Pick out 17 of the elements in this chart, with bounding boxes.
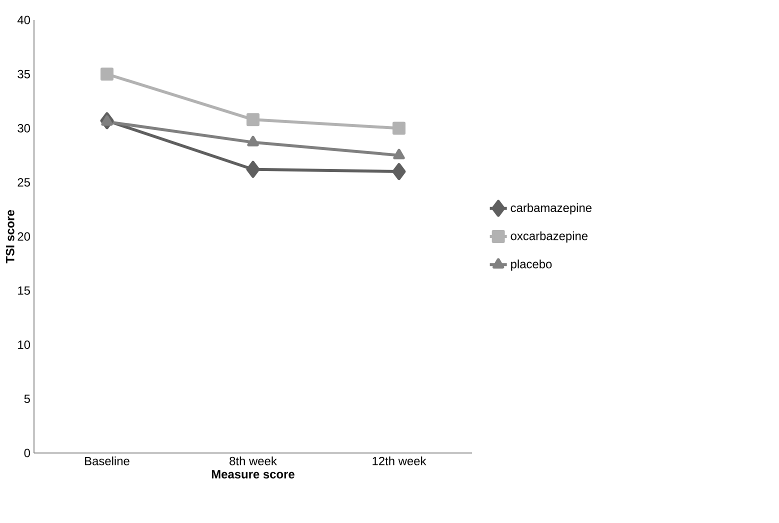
x-tick-label: 8th week [230, 456, 277, 466]
y-tick-label: 35 [18, 70, 30, 78]
y-tick-label: 40 [17, 16, 30, 24]
y-tick-label: 5 [24, 394, 30, 404]
y-tick-label: 20 [18, 232, 30, 241]
y-tick-label: 0 [24, 448, 30, 458]
x-axis-title: Measure score [212, 470, 294, 478]
y-tick-label: 15 [18, 286, 30, 295]
y-axis-title: TSI score [6, 210, 14, 264]
y-tick-label: 30 [18, 124, 30, 132]
legend-label: placebo [511, 260, 552, 271]
x-tick-label: 12th week [372, 456, 426, 466]
y-tick-label: 10 [18, 340, 30, 349]
x-tick-label: Baseline [85, 456, 130, 466]
legend-label: carbamazepine [510, 203, 592, 214]
y-tick-label: 25 [18, 178, 30, 187]
legend-label: oxcarbazepine [510, 231, 588, 243]
